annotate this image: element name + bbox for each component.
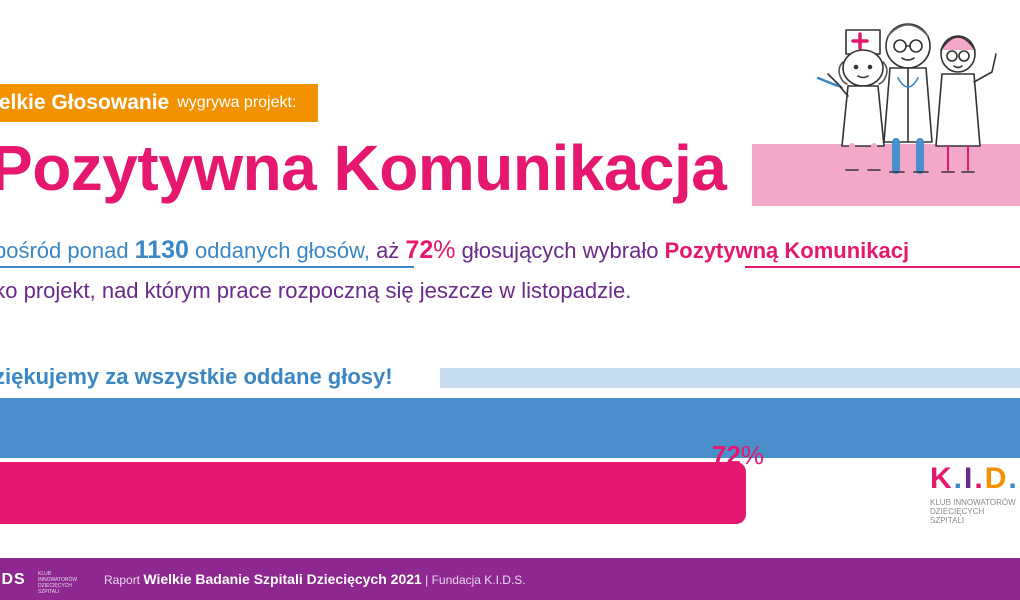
tag-strong-text: ielkie Głosowanie	[0, 91, 170, 114]
blue-underline	[0, 266, 414, 268]
sentence-connector: aż	[369, 238, 406, 263]
sentence-prefix: pośród ponad	[0, 238, 135, 263]
winning-share-bar	[0, 462, 746, 524]
total-votes-bar	[0, 398, 1020, 458]
thanks-underline-bar	[440, 368, 1020, 388]
pink-underline	[745, 266, 1020, 268]
bar-percent-label: 72%	[712, 440, 764, 471]
sentence-voters: głosujących wybrało	[455, 238, 665, 263]
footer: IDS KLUB INNOWATORÓW DZIECIĘCYCH SZPITAL…	[0, 558, 1020, 600]
bar-percent-number: 72	[712, 440, 741, 470]
vote-percent: 72%	[405, 236, 455, 264]
footer-logo: IDS	[0, 571, 26, 588]
sentence-votes: oddanych głosów,	[188, 238, 370, 263]
footer-report-title: Wielkie Badanie Szpitali Dziecięcych 202…	[143, 571, 422, 587]
logo-caption: KLUB INNOWATORÓW DZIECIĘCYCH SZPITALI	[930, 498, 1016, 525]
winning-project-name: Pozytywną Komunikacj	[664, 238, 910, 263]
logo-dot-2: .	[974, 462, 985, 495]
vote-percent-sign: %	[433, 236, 456, 264]
vote-count: 1130	[134, 236, 189, 264]
footer-logo-caption: KLUB INNOWATORÓW DZIECIĘCYCH SZPITALI	[38, 571, 78, 595]
results-sentence-line1: pośród ponad 1130 oddanych głosów, aż 72…	[0, 236, 909, 265]
footer-text: Raport Wielkie Badanie Szpitali Dziecięc…	[104, 571, 526, 587]
logo-letter-k: K	[930, 462, 954, 495]
vote-percent-number: 72	[405, 236, 434, 264]
doctors-illustration	[816, 23, 997, 174]
thanks-heading: ziękujemy za wszystkie oddane głosy!	[0, 364, 393, 389]
logo-dot-1: .	[953, 462, 965, 495]
footer-prefix: Raport	[104, 573, 144, 587]
results-sentence-line2: ako projekt, nad którym prace rozpoczną …	[0, 278, 632, 303]
bar-percent-sign: %	[740, 440, 765, 470]
headline-tag: ielkie Głosowanie wygrywa projekt:	[0, 84, 318, 122]
logo-letter-d: D	[984, 462, 1009, 495]
title-highlight	[752, 144, 1020, 206]
page-title: Pozytywna Komunikacja	[0, 132, 727, 204]
footer-suffix: | Fundacja K.I.D.S.	[421, 573, 526, 587]
logo-dot-3: .	[1008, 462, 1019, 495]
tag-light-text: wygrywa projekt:	[177, 94, 297, 111]
kids-logo: K.I.D. KLUB INNOWATORÓW DZIECIĘCYCH SZPI…	[930, 462, 1020, 525]
logo-letter-i: I	[964, 462, 975, 495]
